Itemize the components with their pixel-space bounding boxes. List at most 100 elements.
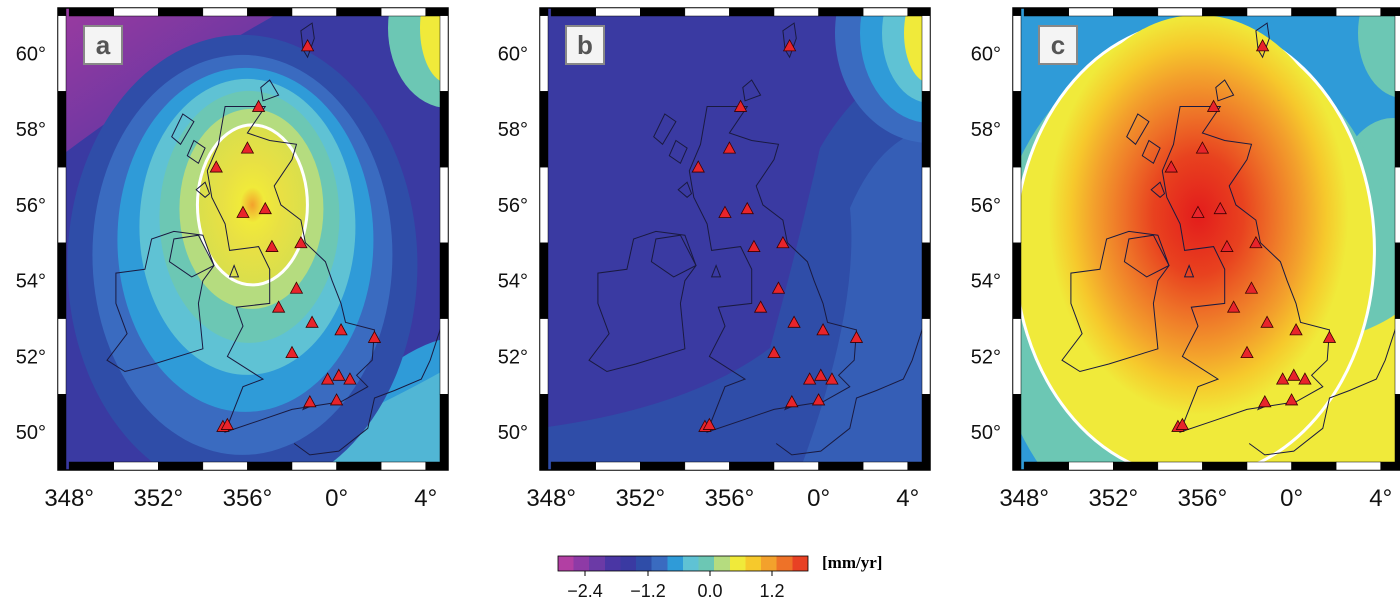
station-marker: [771, 281, 786, 294]
gps-stations: [691, 39, 864, 432]
station-marker: [240, 141, 255, 154]
station-marker: [802, 372, 817, 385]
lat-tick-label: 60°: [498, 43, 528, 65]
station-marker: [1175, 417, 1190, 430]
lat-tick-label: 58°: [498, 119, 528, 141]
station-marker: [1255, 39, 1270, 52]
station-marker: [258, 201, 272, 215]
gps-stations: [209, 39, 382, 432]
station-marker: [1164, 160, 1178, 173]
station-marker: [343, 372, 357, 385]
station-marker: [294, 235, 308, 249]
station-marker: [747, 239, 761, 252]
station-marker: [1284, 393, 1299, 406]
station-marker: [1322, 330, 1337, 343]
colorbar-tick-label: −2.4: [567, 581, 603, 601]
lat-tick-label: 50°: [498, 422, 528, 444]
station-marker: [303, 395, 317, 408]
lon-tick-label: 352°: [1088, 485, 1138, 512]
station-marker: [285, 345, 299, 359]
station-marker: [251, 99, 266, 112]
lat-tick-label: 56°: [16, 195, 46, 217]
station-marker: [776, 235, 790, 249]
colorbar-gradient: [557, 555, 809, 572]
station-marker: [814, 368, 828, 381]
station-marker: [367, 330, 382, 343]
lat-tick-label: 54°: [498, 271, 528, 293]
map-panel-c: 50° 52° 54° 56° 58° 60° 348° 352° 356° 0° 4° c: [971, 7, 1400, 512]
gps-stations: [1164, 39, 1337, 432]
rate-field: [1013, 8, 1400, 470]
colorbar-tick-label: −1.2: [630, 581, 666, 601]
station-marker: [733, 99, 748, 112]
station-marker: [220, 417, 235, 430]
station-marker: [300, 39, 315, 52]
station-marker: [305, 315, 319, 328]
colorbar: −2.4 −1.2 0.0 1.2 [mm/yr]: [557, 553, 882, 601]
station-marker: [1249, 235, 1263, 249]
lon-tick-label: 0°: [807, 485, 830, 512]
lat-tick-label: 50°: [16, 422, 46, 444]
lat-tick-label: 58°: [971, 119, 1001, 141]
map-frame: [57, 7, 449, 471]
station-marker: [691, 160, 705, 173]
panel-label-text: c: [1051, 30, 1065, 60]
station-marker: [718, 205, 732, 218]
station-marker: [289, 281, 304, 294]
lon-tick-label: 352°: [615, 485, 665, 512]
lon-tick-label: 4°: [896, 485, 919, 512]
station-marker: [334, 323, 348, 336]
lat-tick-label: 56°: [971, 195, 1001, 217]
station-marker: [271, 300, 286, 313]
coastlines: [588, 22, 930, 456]
station-marker: [782, 39, 797, 52]
station-marker: [329, 393, 344, 406]
station-marker: [320, 372, 335, 385]
lon-tick-label: 356°: [705, 485, 755, 512]
lat-tick-label: 54°: [16, 271, 46, 293]
station-marker: [1213, 201, 1227, 215]
station-marker: [767, 345, 781, 359]
station-marker: [722, 141, 737, 154]
lat-tick-label: 52°: [498, 346, 528, 368]
station-marker: [1258, 395, 1272, 408]
station-marker: [825, 372, 839, 385]
panel-label-text: b: [577, 30, 593, 60]
lat-tick-label: 52°: [16, 346, 46, 368]
panel-label: c: [1038, 25, 1078, 65]
panel-label: b: [565, 25, 605, 65]
lon-tick-label: 0°: [325, 485, 348, 512]
lat-tick-label: 60°: [971, 43, 1001, 65]
station-marker: [1244, 281, 1259, 294]
lat-tick-label: 56°: [498, 195, 528, 217]
station-marker: [1220, 239, 1234, 252]
panel-label-text: a: [96, 30, 111, 60]
station-marker: [332, 368, 346, 381]
station-marker: [1240, 345, 1254, 359]
station-marker: [1226, 300, 1241, 313]
coastlines: [1061, 22, 1400, 456]
lon-tick-label: 348°: [526, 485, 576, 512]
lat-tick-label: 58°: [16, 119, 46, 141]
station-marker: [1191, 205, 1205, 218]
station-marker: [753, 300, 768, 313]
station-marker: [787, 315, 801, 328]
lon-tick-label: 352°: [133, 485, 183, 512]
station-marker: [816, 323, 830, 336]
station-marker: [702, 417, 717, 430]
station-marker: [785, 395, 799, 408]
map-panel-a: 50° 52° 54° 56° 58° 60° 348° 352° 356° 0° 4° a: [16, 7, 449, 512]
map-frame: [539, 7, 931, 471]
colorbar-tick-label: 1.2: [759, 581, 784, 601]
station-marker: [1298, 372, 1312, 385]
lon-tick-label: 4°: [1369, 485, 1392, 512]
panel-label: a: [83, 25, 123, 65]
lon-tick-label: 4°: [414, 485, 437, 512]
lon-tick-label: 0°: [1280, 485, 1303, 512]
station-marker: [1195, 141, 1210, 154]
station-marker: [740, 201, 754, 215]
station-marker: [1289, 323, 1303, 336]
station-marker: [1275, 372, 1290, 385]
station-marker: [811, 393, 826, 406]
